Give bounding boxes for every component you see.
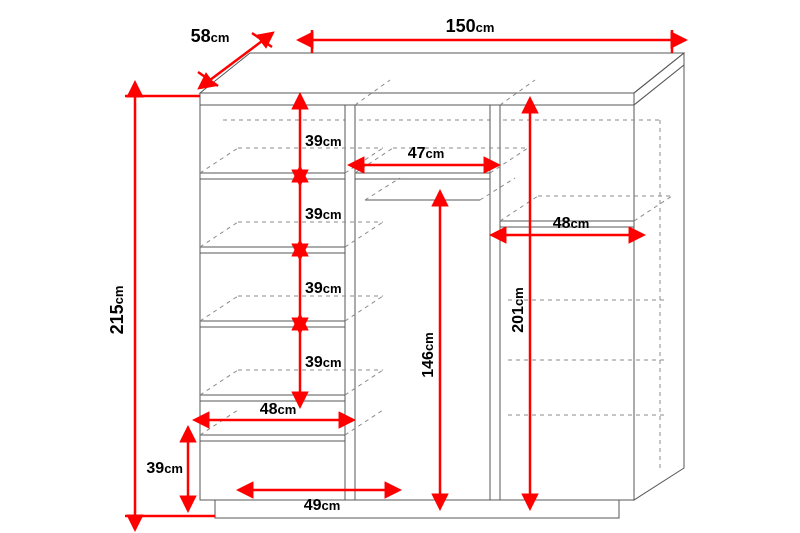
svg-text:39cm: 39cm bbox=[305, 280, 342, 297]
label-width: 150 bbox=[446, 16, 476, 36]
svg-text:39cm: 39cm bbox=[305, 354, 342, 371]
label-depth: 58 bbox=[191, 26, 211, 46]
svg-text:39cm: 39cm bbox=[305, 133, 342, 150]
svg-text:58cm: 58cm bbox=[191, 26, 230, 46]
dim-width-top: 150cm bbox=[312, 16, 672, 53]
svg-text:49cm: 49cm bbox=[304, 497, 341, 514]
svg-text:146cm: 146cm bbox=[420, 332, 437, 378]
svg-text:48cm: 48cm bbox=[553, 215, 590, 232]
svg-text:39cm: 39cm bbox=[146, 460, 183, 477]
dimension-diagram: 150cm 58cm 215cm 39cm 39cm 39cm 39cm 39c… bbox=[0, 0, 800, 533]
dim-height-left: 215cm bbox=[107, 96, 215, 516]
top-board bbox=[200, 53, 684, 93]
plinth bbox=[215, 500, 619, 518]
svg-text:150cm: 150cm bbox=[446, 16, 495, 36]
svg-text:39cm: 39cm bbox=[305, 206, 342, 223]
top-front-edge bbox=[200, 93, 634, 105]
svg-text:47cm: 47cm bbox=[408, 145, 445, 162]
label-height: 215 bbox=[107, 304, 127, 334]
svg-text:201cm: 201cm bbox=[510, 287, 527, 333]
svg-text:215cm: 215cm bbox=[107, 286, 127, 335]
svg-text:48cm: 48cm bbox=[260, 401, 297, 418]
side-right bbox=[634, 65, 684, 500]
